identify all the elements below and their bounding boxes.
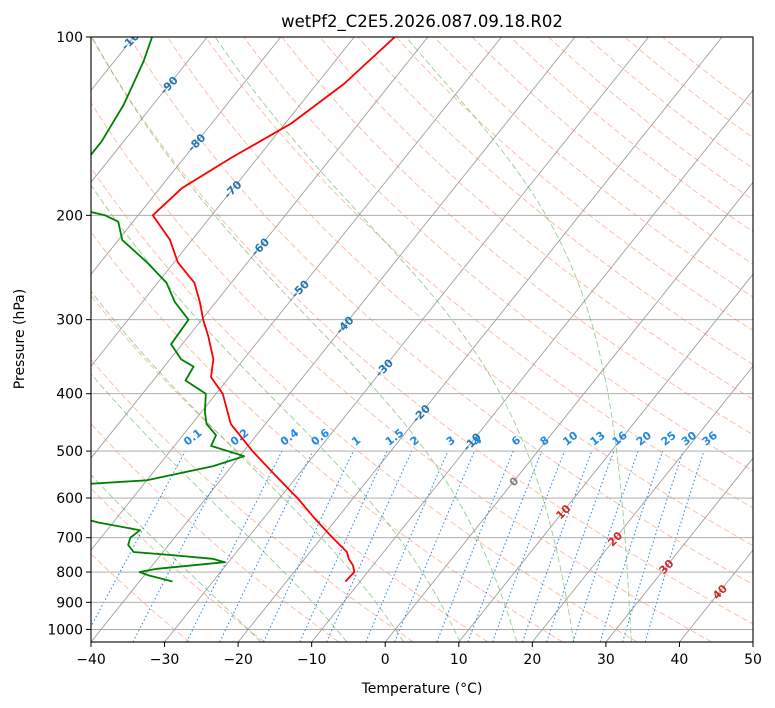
- dry-adiabat-line: [91, 358, 414, 642]
- isotherm-line: [91, 37, 282, 275]
- x-tick-label: 20: [523, 652, 541, 668]
- mixing-ratio-line: [436, 450, 514, 642]
- dry-adiabat-line: [91, 166, 638, 642]
- dry-adiabat-line: [205, 37, 753, 509]
- mixing-ratio-line: [219, 450, 314, 642]
- x-tick-label: 0: [381, 652, 390, 668]
- mixing-ratio-line: [644, 450, 705, 642]
- y-tick-label: 1000: [47, 622, 83, 638]
- dry-adiabat-line: [128, 37, 753, 585]
- y-tick-label: 200: [56, 208, 83, 224]
- y-axis-label: Pressure (hPa): [12, 289, 28, 389]
- dewpoint-profile: [91, 37, 245, 583]
- y-tick-label: 700: [56, 531, 83, 547]
- sounding-series: [91, 37, 396, 583]
- mixing-ratio-line: [546, 450, 615, 642]
- mixing-ratio-line: [599, 450, 664, 642]
- dry-adiabat-line: [243, 37, 753, 472]
- mixing-ratio-line: [326, 450, 413, 642]
- temperature-profile: [151, 37, 396, 583]
- isotherm-lines: [91, 37, 753, 642]
- isotherm-line: [605, 457, 753, 642]
- dry-adiabat-line: [91, 231, 563, 642]
- isotherm-line: [458, 273, 753, 642]
- dry-adiabat-line: [91, 37, 753, 625]
- dry-adiabat-line: [91, 295, 489, 642]
- y-tick-label: 300: [56, 313, 83, 329]
- moist-adiabat-line: [214, 37, 575, 642]
- x-axis-label: Temperature (°C): [361, 681, 483, 697]
- dry-adiabat-line: [91, 102, 713, 642]
- mixing-ratio-lines: [91, 450, 705, 642]
- plot-frame: [90, 36, 754, 643]
- x-tick-label: 50: [744, 652, 762, 668]
- isotherm-line: [164, 37, 649, 642]
- mixing-ratio-line: [572, 450, 639, 642]
- mixing-ratio-line: [492, 450, 565, 642]
- y-axis-ticks: 100 200 300 400 500 600 700 800 900 1000: [47, 30, 91, 638]
- y-tick-label: 800: [56, 565, 83, 581]
- moist-adiabat-line: [405, 37, 632, 642]
- x-tick-label: −30: [150, 652, 180, 668]
- moist-adiabat-line: [91, 37, 518, 642]
- mixing-ratio-line: [467, 450, 543, 642]
- y-tick-label: 900: [56, 595, 83, 611]
- dry-adiabat-line: [167, 37, 753, 547]
- isotherm-line: [91, 37, 576, 642]
- isotherm-line: [237, 37, 723, 642]
- y-tick-label: 600: [56, 491, 83, 507]
- mixing-ratio-line: [522, 450, 593, 642]
- mixing-ratio-line: [91, 450, 186, 628]
- mixing-ratio-line: [186, 450, 283, 642]
- y-tick-label: 500: [56, 444, 83, 460]
- moist-adiabat-line: [91, 474, 262, 642]
- dry-adiabat-line: [91, 487, 265, 642]
- chart-title: wetPf2_C2E5.2026.087.09.18.R02: [281, 12, 563, 32]
- x-tick-label: 10: [450, 652, 468, 668]
- x-tick-label: 30: [597, 652, 615, 668]
- x-tick-label: 40: [671, 652, 689, 668]
- isotherm-line: [91, 37, 502, 551]
- isotherm-line: [531, 365, 753, 642]
- x-tick-label: −40: [76, 652, 106, 668]
- pressure-gridlines: [91, 37, 753, 630]
- isotherm-line: [91, 37, 208, 183]
- y-tick-label: 400: [56, 387, 83, 403]
- dry-adiabat-line: [395, 37, 753, 332]
- moist-adiabat-line: [91, 373, 348, 642]
- dry-adiabat-lines: [91, 37, 753, 642]
- dry-adiabat-line: [319, 37, 753, 400]
- isotherm-line: [91, 37, 429, 459]
- mixing-ratio-line: [394, 450, 475, 642]
- x-axis-ticks: −40 −30 −20 −10 0 10 20 30 40 50: [76, 642, 762, 668]
- y-tick-label: 100: [56, 30, 83, 46]
- mixing-ratio-line: [365, 450, 449, 642]
- mixing-ratio-line: [622, 450, 684, 642]
- moist-adiabat-line: [91, 290, 404, 642]
- isotherm-line: [91, 37, 355, 367]
- isotherm-line: [384, 181, 753, 642]
- dry-adiabat-line: [91, 553, 190, 642]
- x-tick-label: −10: [297, 652, 327, 668]
- x-tick-label: −20: [223, 652, 253, 668]
- dry-adiabat-line: [433, 37, 753, 298]
